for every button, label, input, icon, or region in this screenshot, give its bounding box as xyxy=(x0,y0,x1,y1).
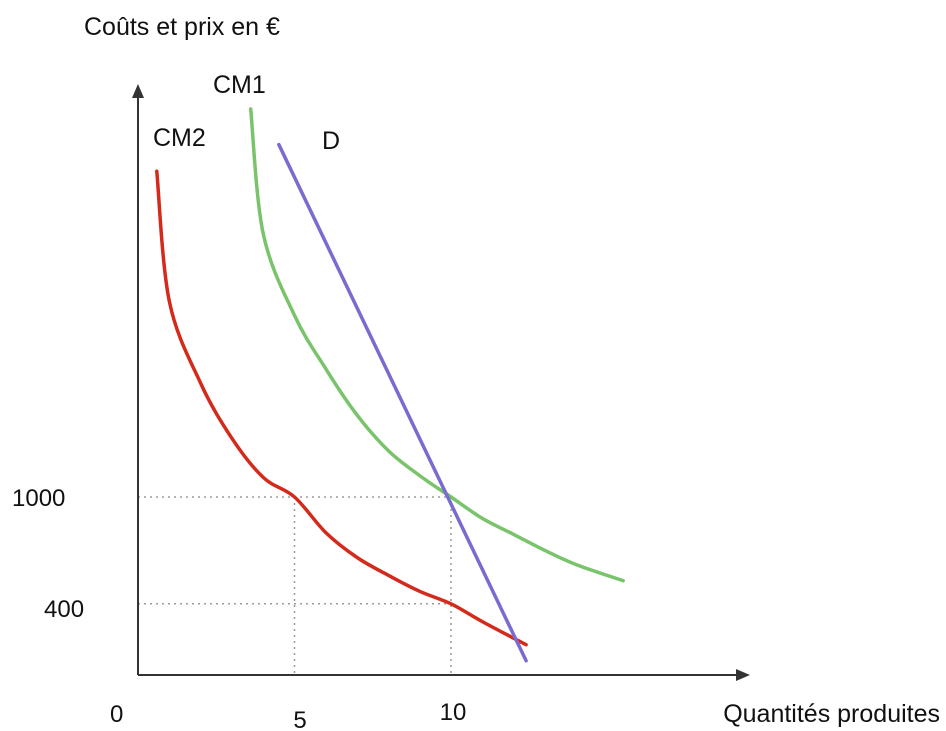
series-line-d xyxy=(277,142,528,663)
series-label-cm1: CM1 xyxy=(213,71,266,99)
x-tick-label-5: 5 xyxy=(293,707,306,731)
series-label-cm2: CM2 xyxy=(153,124,206,152)
series-line-cm2 xyxy=(155,169,528,647)
x-axis-arrow xyxy=(736,669,750,681)
x-axis-title: Quantités produites xyxy=(723,700,940,728)
series-label-d: D xyxy=(322,127,340,155)
origin-label: 0 xyxy=(110,701,123,728)
reference-lines xyxy=(138,496,452,675)
series-line-cm1 xyxy=(248,107,625,583)
axes xyxy=(132,84,750,681)
x-tick-label-10: 10 xyxy=(440,699,467,726)
y-tick-label-400: 400 xyxy=(44,596,84,623)
y-axis-title: Coûts et prix en € xyxy=(84,13,280,41)
y-axis-arrow xyxy=(132,84,144,98)
y-tick-label-1000: 1000 xyxy=(12,485,65,512)
curves xyxy=(155,107,625,663)
